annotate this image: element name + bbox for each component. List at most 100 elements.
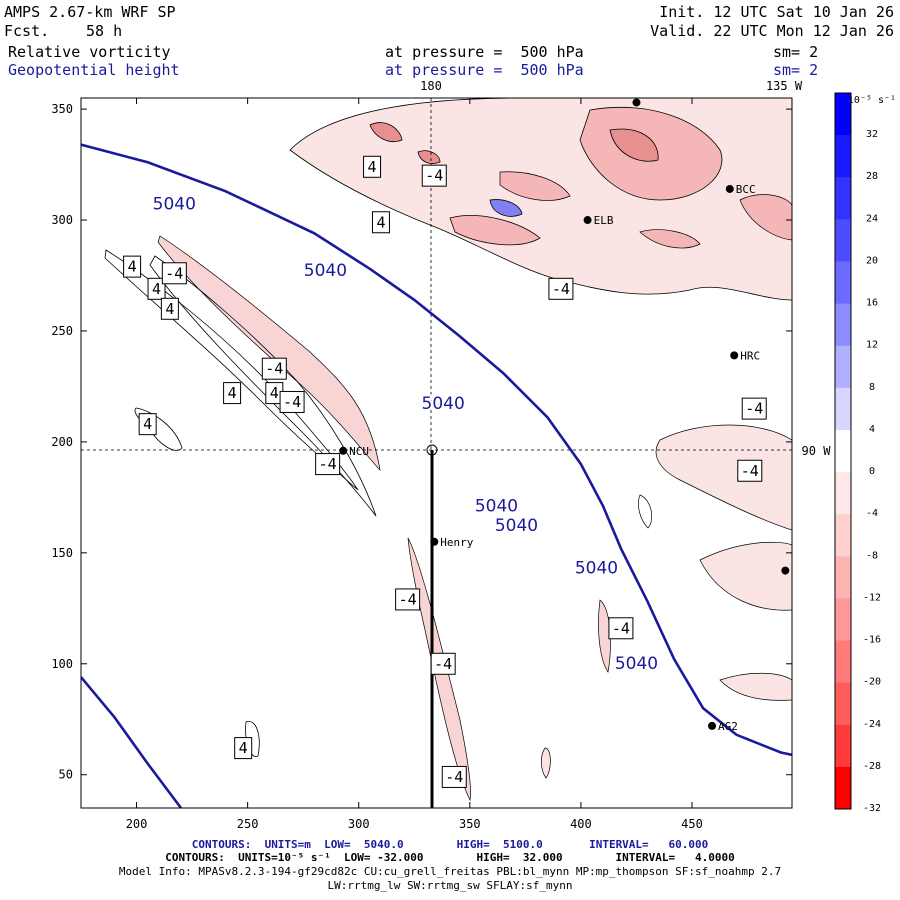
height-contour-label: 5040	[422, 394, 465, 414]
vorticity-band	[157, 235, 381, 472]
colorbar-segment	[835, 177, 851, 220]
height-contour-label: 5040	[495, 516, 538, 536]
station	[632, 98, 641, 107]
vorticity-label-box	[161, 262, 187, 285]
vorticity-label-box	[223, 382, 242, 405]
vorticity-label-text: -4	[283, 393, 301, 411]
y-tick-label: 100	[51, 657, 73, 671]
vorticity-label-box	[261, 357, 287, 380]
map-frame	[80, 97, 793, 809]
colorbar-label: -24	[863, 719, 881, 730]
height-contour-line	[81, 676, 183, 808]
colorbar-segment	[835, 345, 851, 389]
colorbar-label: 12	[866, 340, 878, 351]
vorticity-label-text: -4	[434, 655, 452, 673]
vorticity-label-box	[441, 765, 467, 788]
vorticity-band	[598, 599, 611, 673]
vorticity-label-box	[147, 277, 166, 300]
vorticity-label-box	[279, 390, 305, 413]
vorticity-label-text: 4	[165, 300, 174, 318]
colorbar: 32 28 24 20 16 12 8 4 0 -4 -8 -12 -16 -20 -24 -28 -32	[834, 92, 881, 814]
colorbar-segment	[835, 472, 851, 515]
colorbar-unit: 10⁻⁵ s⁻¹	[848, 95, 896, 106]
field2-name: Geopotential height	[8, 61, 180, 79]
forecast-hour: 58 h	[86, 22, 123, 40]
vorticity-label-text: 4	[368, 158, 377, 176]
vorticity-contour	[134, 407, 183, 451]
station-dot	[430, 537, 439, 546]
vorticity-label: 4	[160, 297, 179, 320]
forecast-label: Fcst.	[4, 22, 50, 40]
colorbar-label: -4	[866, 508, 878, 519]
station-label: HRC	[740, 349, 760, 362]
x-axis: 200 250 300 350 400 450	[126, 98, 703, 831]
init-time: Init. 12 UTC Sat 10 Jan 26	[659, 3, 894, 21]
station: AG2	[708, 720, 738, 733]
colorbar-segment	[835, 135, 851, 178]
label-135w: 135 W	[766, 79, 803, 93]
model-info-2: LW:rrtmg_lw SW:rrtmg_sw SFLAY:sf_mynn	[327, 879, 573, 892]
model-title: AMPS 2.67-km WRF SP	[4, 3, 176, 21]
station-dot	[708, 721, 717, 730]
vorticity-label: -4	[261, 357, 287, 380]
colorbar-label: 0	[869, 466, 875, 477]
station-dot	[781, 566, 790, 575]
station-markers: NCU Henry HRC AG2 BCC ELB	[339, 98, 790, 733]
field2-smoothing: sm= 2	[773, 61, 819, 79]
height-contours	[81, 143, 792, 808]
station-dot	[632, 98, 641, 107]
vorticity-label-text: -4	[165, 264, 183, 282]
station: NCU	[339, 445, 369, 458]
colorbar-label: -32	[863, 803, 881, 814]
vorticity-core	[449, 215, 541, 246]
vorticity-label-box	[123, 255, 142, 278]
vorticity-band	[655, 424, 792, 531]
vorticity-label-text: -4	[741, 462, 759, 480]
vorticity-label-box	[741, 397, 767, 420]
vorticity-label-text: 4	[239, 739, 248, 757]
label-180: 180	[420, 79, 442, 93]
vorticity-core	[489, 199, 523, 217]
y-tick-label: 350	[51, 102, 73, 116]
vorticity-label-text: -4	[425, 167, 443, 185]
colorbar-segment	[835, 682, 851, 726]
station-label: BCC	[736, 183, 756, 196]
vorticity-label: 4	[123, 255, 142, 278]
vorticity-label-box	[138, 413, 157, 436]
x-tick-label: 200	[126, 817, 148, 831]
vorticity-label-text: 4	[376, 213, 385, 231]
colorbar-segment	[835, 303, 851, 347]
vorticity-label: 4	[234, 737, 253, 760]
height-contour-label: 5040	[153, 195, 196, 215]
label-90w: 90 W	[802, 444, 832, 458]
vorticity-label-text: -4	[399, 590, 417, 608]
vorticity-label: -4	[421, 164, 447, 187]
vorticity-core	[609, 128, 659, 162]
colorbar-label: -20	[863, 677, 881, 688]
vorticity-field	[104, 98, 792, 802]
colorbar-segment	[835, 261, 851, 305]
station: Henry	[430, 536, 474, 549]
x-tick-label: 350	[459, 817, 481, 831]
vorticity-label-box	[315, 453, 341, 476]
vorticity-label-text: -4	[745, 400, 763, 418]
colorbar-label: 24	[866, 213, 878, 224]
vorticity-label-text: -4	[612, 619, 630, 637]
station-dot	[730, 351, 739, 360]
colorbar-label: 32	[866, 129, 878, 140]
vorticity-label: -4	[315, 453, 341, 476]
vorticity-label: -4	[430, 652, 456, 675]
colorbar-segment	[835, 598, 851, 642]
colorbar-frame	[834, 92, 852, 810]
vorticity-label-box	[234, 737, 253, 760]
colorbar-label: 20	[866, 255, 878, 266]
colorbar-segment	[835, 387, 851, 431]
vorticity-label-text: 4	[228, 384, 237, 402]
vorticity-label: -4	[737, 459, 763, 482]
vorticity-label: -4	[279, 390, 305, 413]
colorbar-label: 16	[866, 298, 878, 309]
vorticity-core	[639, 229, 701, 249]
